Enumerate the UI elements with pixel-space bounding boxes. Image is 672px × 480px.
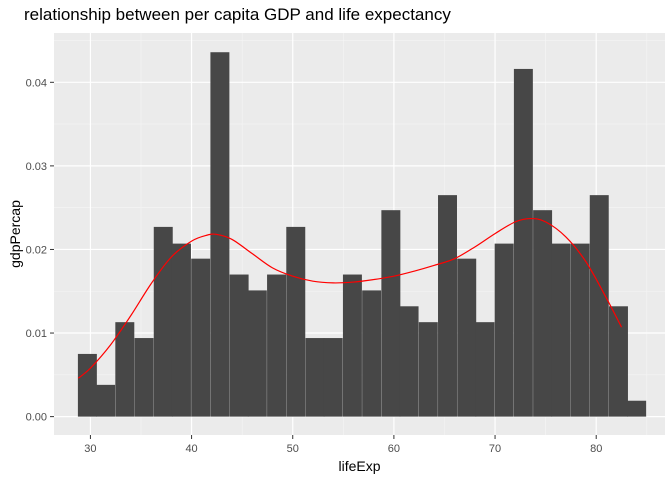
histogram-bar bbox=[627, 400, 647, 417]
histogram-bar bbox=[589, 195, 609, 417]
histogram-bar bbox=[399, 306, 419, 417]
y-tick-label: 0.04 bbox=[26, 77, 47, 89]
x-axis: 30 40 50 60 70 80 bbox=[84, 435, 602, 455]
y-axis-label: gdpPercap bbox=[7, 200, 23, 268]
histogram-bar bbox=[342, 274, 362, 417]
histogram-bar bbox=[96, 384, 116, 417]
histogram-bar bbox=[362, 290, 382, 417]
histogram-bar bbox=[457, 258, 477, 417]
histogram-bar bbox=[171, 243, 191, 417]
x-tick-label: 80 bbox=[590, 443, 602, 455]
chart-title: relationship between per capita GDP and … bbox=[24, 5, 451, 24]
histogram-bar bbox=[191, 258, 211, 417]
histogram-bar bbox=[381, 210, 401, 417]
histogram-bar bbox=[418, 322, 438, 417]
y-tick-label: 0.02 bbox=[26, 244, 47, 256]
histogram-bar bbox=[153, 226, 173, 417]
histogram-bar bbox=[494, 243, 514, 417]
histogram-bar bbox=[608, 306, 628, 417]
x-tick-label: 60 bbox=[388, 443, 400, 455]
histogram-bar bbox=[475, 322, 495, 417]
histogram-bar bbox=[286, 226, 306, 417]
y-axis: 0.00 0.01 0.02 0.03 0.04 bbox=[26, 77, 54, 424]
y-tick-label: 0.01 bbox=[26, 328, 47, 340]
x-tick-label: 70 bbox=[489, 443, 501, 455]
histogram-bar bbox=[229, 274, 249, 417]
histogram-bar bbox=[438, 195, 457, 417]
histogram-bar bbox=[570, 243, 590, 417]
histogram-bars bbox=[77, 52, 647, 417]
histogram-bar bbox=[323, 338, 343, 417]
histogram-bar bbox=[551, 243, 571, 417]
histogram-bar bbox=[513, 68, 533, 417]
density-curve bbox=[77, 217, 623, 379]
y-tick-label: 0.00 bbox=[26, 412, 47, 424]
histogram-bar bbox=[247, 290, 267, 417]
histogram-bar bbox=[115, 322, 135, 417]
x-tick-label: 50 bbox=[287, 443, 299, 455]
histogram-bar bbox=[77, 353, 97, 417]
x-axis-label: lifeExp bbox=[338, 458, 380, 474]
histogram-bar bbox=[533, 210, 553, 417]
density-curve-layer bbox=[77, 217, 623, 379]
histogram-bar bbox=[267, 274, 287, 417]
x-tick-label: 30 bbox=[84, 443, 96, 455]
y-tick-label: 0.03 bbox=[26, 161, 47, 173]
histogram-bar bbox=[134, 338, 154, 417]
x-tick-label: 40 bbox=[185, 443, 197, 455]
histogram-bar bbox=[305, 338, 325, 417]
